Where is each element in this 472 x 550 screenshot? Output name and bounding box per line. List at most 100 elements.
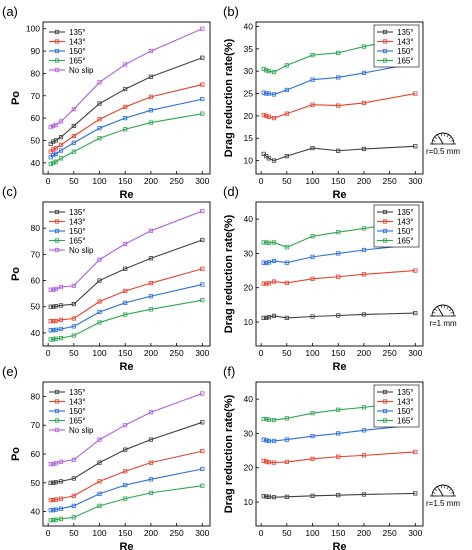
legend-label: 150° [69,407,86,416]
data-point [200,55,205,60]
data-point [53,517,58,522]
x-axis-title: Re [119,541,133,550]
data-point [336,148,341,153]
data-point [58,479,64,484]
data-point [53,461,58,466]
data-point [261,458,266,463]
x-tick-label: 100 [305,528,319,538]
data-point [148,410,154,415]
data-point [97,320,102,325]
data-point [336,313,341,318]
data-point [123,300,128,305]
plot-frame [255,21,424,175]
y-axis-title: Po [10,91,22,105]
data-point [284,416,289,421]
gauge-tick [448,488,452,492]
y-tick-label: 40 [244,214,254,224]
data-point [48,155,53,160]
data-point [261,151,266,156]
gauge-tick [434,488,438,492]
data-point [271,116,277,121]
y-tick-label: 25 [244,89,254,99]
y-tick-label: 100 [26,24,40,34]
data-point [48,161,53,167]
x-tick-label: 200 [144,528,158,538]
data-point [53,122,58,127]
data-point [71,302,76,307]
data-point [48,480,53,485]
data-point [413,310,418,316]
legend-label: No slip [69,246,94,255]
x-tick-label: 0 [46,176,51,186]
gauge-tick [434,308,438,312]
data-point [123,483,128,488]
y-tick-label: 50 [31,478,41,488]
data-point [53,497,58,502]
data-point [58,516,64,521]
x-tick-label: 0 [259,348,264,358]
data-point [97,117,102,122]
data-point [51,287,56,292]
data-point [58,284,64,290]
y-tick-label: 20 [244,283,254,293]
series-line [263,145,416,162]
data-point [266,91,271,96]
data-point [284,437,289,442]
x-axis-title: Re [119,189,133,201]
data-point [58,506,64,511]
legend-marker [54,399,60,404]
data-point [266,460,271,465]
data-point [58,303,64,308]
gauge-tick [440,305,442,309]
data-point [284,280,289,286]
data-point [336,251,341,256]
data-point [310,314,315,319]
legend-label: 143° [69,38,86,47]
x-tick-label: 250 [170,176,184,186]
data-point [261,494,266,499]
legend-marker [54,58,60,63]
data-point [200,298,205,303]
data-point [361,44,367,49]
data-point [361,272,367,277]
data-point [58,119,64,124]
data-point [266,494,271,499]
data-point [261,240,266,245]
series-line [50,283,203,331]
gauge-tick [434,136,438,140]
panel-4: (e)0 50 100 150 200 250 3004050607080RePo135°1… [2,364,211,550]
data-point [97,460,102,465]
legend-marker [54,418,60,423]
data-point [71,149,76,154]
data-point [148,120,154,125]
legend-marker [54,427,60,433]
legend-label: 165° [69,417,86,426]
data-point [336,230,341,235]
data-point [148,108,154,113]
data-point [361,405,367,410]
gauge-tick [448,136,452,140]
y-tick-label: 90 [31,46,41,56]
data-point [48,304,53,309]
data-point [361,247,367,253]
data-point [148,460,154,465]
data-point [413,144,418,149]
panel-label: (b) [223,4,239,19]
data-point [51,139,56,144]
gauge-needle [438,488,444,497]
y-tick-label: 20 [244,111,254,121]
data-point [148,48,154,54]
data-point [51,147,56,152]
plot-frame [42,21,211,175]
data-point [361,100,367,106]
x-tick-label: 50 [282,348,292,358]
data-point [413,449,418,455]
data-point [53,507,58,512]
y-tick-label: 60 [31,449,41,459]
y-tick-label: 30 [244,66,254,76]
legend-marker [54,48,60,54]
legend-label: 150° [69,227,86,236]
data-point [148,228,154,233]
data-point [264,154,269,159]
gauge-label: r=1.5 mm [426,499,460,508]
